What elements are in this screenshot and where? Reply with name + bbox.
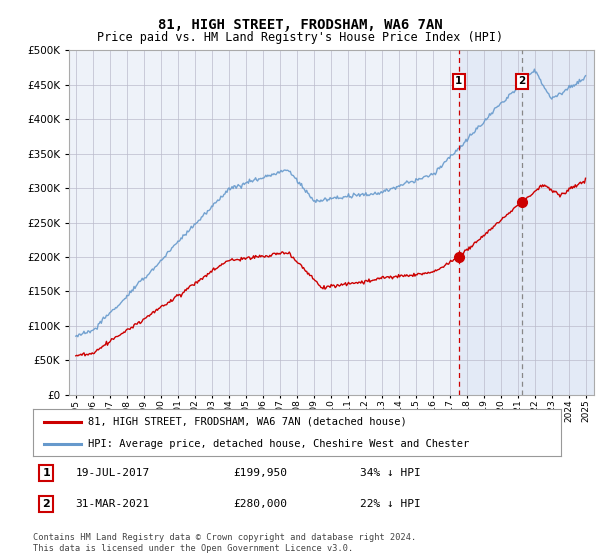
Text: 2: 2 xyxy=(43,500,50,509)
Text: £199,950: £199,950 xyxy=(233,468,287,478)
Text: Contains HM Land Registry data © Crown copyright and database right 2024.
This d: Contains HM Land Registry data © Crown c… xyxy=(33,533,416,553)
Text: 1: 1 xyxy=(43,468,50,478)
Text: 2: 2 xyxy=(518,76,526,86)
Text: 34% ↓ HPI: 34% ↓ HPI xyxy=(361,468,421,478)
Text: 22% ↓ HPI: 22% ↓ HPI xyxy=(361,500,421,509)
Text: 1: 1 xyxy=(455,76,463,86)
Text: 81, HIGH STREET, FRODSHAM, WA6 7AN (detached house): 81, HIGH STREET, FRODSHAM, WA6 7AN (deta… xyxy=(88,417,407,427)
Text: Price paid vs. HM Land Registry's House Price Index (HPI): Price paid vs. HM Land Registry's House … xyxy=(97,31,503,44)
Text: 31-MAR-2021: 31-MAR-2021 xyxy=(75,500,149,509)
Text: 81, HIGH STREET, FRODSHAM, WA6 7AN: 81, HIGH STREET, FRODSHAM, WA6 7AN xyxy=(158,18,442,32)
Text: £280,000: £280,000 xyxy=(233,500,287,509)
Text: 19-JUL-2017: 19-JUL-2017 xyxy=(75,468,149,478)
Bar xyxy=(459,50,594,395)
Text: HPI: Average price, detached house, Cheshire West and Chester: HPI: Average price, detached house, Ches… xyxy=(88,438,470,449)
